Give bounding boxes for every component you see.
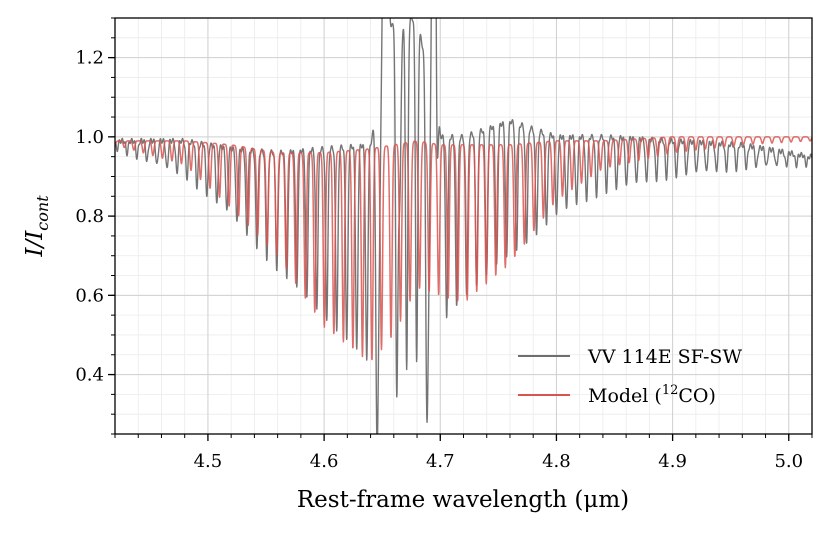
x-tick-label: 4.5 xyxy=(194,451,223,472)
legend: VV 114E SF-SW Model (12CO) xyxy=(518,346,742,407)
legend-label-model: Model (12CO) xyxy=(588,383,716,407)
y-axis-label: I/Icont xyxy=(22,195,52,258)
series-model-spectrum xyxy=(115,136,812,361)
y-tick-label: 0.4 xyxy=(75,365,104,386)
legend-model-sup: 12 xyxy=(662,383,679,398)
legend-model-pre: Model ( xyxy=(588,385,662,407)
series-layer xyxy=(115,18,812,434)
x-tick-label: 4.7 xyxy=(426,451,455,472)
x-tick-label: 5.0 xyxy=(774,451,803,472)
minor-grid xyxy=(114,17,813,435)
legend-label-observed: VV 114E SF-SW xyxy=(587,346,742,368)
y-tick-label: 1.0 xyxy=(75,127,104,148)
x-tick-label: 4.9 xyxy=(658,451,687,472)
axis-ticks xyxy=(108,17,813,441)
x-tick-label: 4.8 xyxy=(542,451,571,472)
x-tick-label: 4.6 xyxy=(310,451,339,472)
legend-model-post: CO) xyxy=(678,385,716,407)
y-axis-label-sub: cont xyxy=(33,195,52,231)
x-axis-label: Rest-frame wavelength (μm) xyxy=(297,487,629,513)
y-tick-label: 0.6 xyxy=(75,285,104,306)
tick-labels: 4.5 4.6 4.7 4.8 4.9 5.0 0.4 0.6 0.8 1.0 1.2 xyxy=(75,48,803,472)
y-tick-label: 1.2 xyxy=(75,48,104,69)
y-axis-label-main: I/I xyxy=(22,230,48,258)
y-tick-label: 0.8 xyxy=(75,206,104,227)
major-grid xyxy=(115,18,812,434)
